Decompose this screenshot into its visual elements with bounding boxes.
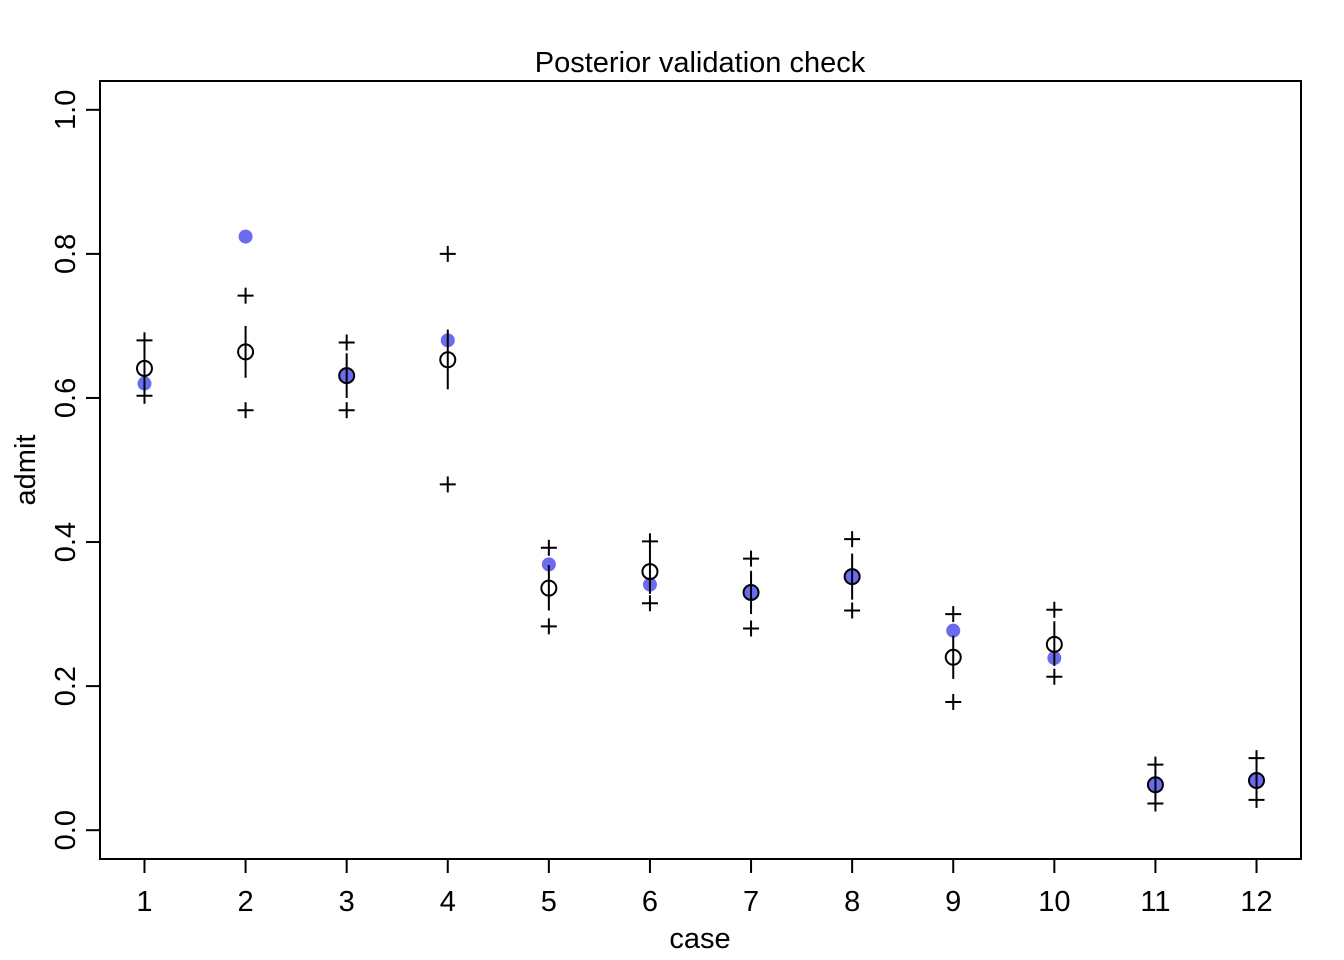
data-marks [135, 229, 1266, 812]
posterior-mean-point [944, 648, 962, 666]
prediction-lower-plus [945, 693, 962, 710]
x-tick-label: 7 [743, 886, 759, 918]
prediction-lower-plus [237, 402, 254, 419]
y-tick-label: 0.6 [50, 378, 82, 418]
prediction-upper-plus [540, 539, 557, 556]
prediction-upper-plus [237, 287, 254, 304]
x-tick-label: 6 [642, 886, 658, 918]
y-tick-label: 0.0 [50, 810, 82, 850]
x-tick-label: 9 [945, 886, 961, 918]
x-tick-label: 8 [844, 886, 860, 918]
posterior-mean-point [641, 563, 659, 581]
posterior-mean-point [1248, 771, 1266, 789]
posterior-mean-point [843, 568, 861, 586]
observed-point [238, 229, 253, 244]
y-tick-label: 0.8 [50, 234, 82, 274]
prediction-upper-plus [1147, 756, 1164, 773]
prediction-lower-plus [540, 618, 557, 635]
prediction-upper-plus [641, 533, 658, 550]
prediction-upper-plus [1248, 750, 1265, 767]
x-tick-label: 2 [238, 886, 254, 918]
posterior-mean-point [540, 579, 558, 597]
prediction-lower-plus [1248, 791, 1265, 808]
y-axis: 0.0 0.2 0.4 0.6 0.8 1.0 [50, 90, 101, 850]
prediction-lower-plus [1147, 795, 1164, 812]
prediction-upper-plus [439, 245, 456, 262]
posterior-mean-point [237, 343, 255, 361]
y-tick-label: 1.0 [50, 90, 82, 130]
x-tick-label: 12 [1240, 886, 1272, 918]
y-tick-label: 0.2 [50, 666, 82, 706]
prediction-lower-plus [439, 476, 456, 493]
prediction-lower-plus [136, 387, 153, 404]
prediction-upper-plus [945, 606, 962, 623]
x-axis: 1 2 3 4 5 6 7 8 9 10 11 12 [136, 858, 1273, 918]
prediction-upper-plus [743, 550, 760, 567]
plot-frame [99, 80, 1302, 860]
y-tick-label: 0.4 [50, 522, 82, 562]
posterior-mean-point [135, 359, 153, 377]
x-tick-label: 10 [1038, 886, 1070, 918]
posterior-mean-point [1146, 776, 1164, 794]
posterior-mean-point [338, 367, 356, 385]
prediction-upper-plus [136, 332, 153, 349]
observed-point [946, 623, 961, 638]
prediction-upper-plus [1046, 601, 1063, 618]
x-tick-label: 4 [440, 886, 456, 918]
x-axis-label: case [669, 923, 730, 955]
prediction-upper-plus [338, 334, 355, 351]
observed-point [541, 557, 556, 572]
prediction-lower-plus [743, 620, 760, 637]
x-tick-label: 5 [541, 886, 557, 918]
x-tick-label: 1 [136, 886, 152, 918]
x-tick-label: 11 [1140, 886, 1170, 918]
posterior-mean-point [1045, 635, 1063, 653]
x-tick-label: 3 [339, 886, 355, 918]
prediction-upper-plus [844, 531, 861, 548]
prediction-lower-plus [1046, 668, 1063, 685]
posterior-mean-point [742, 583, 760, 601]
prediction-lower-plus [641, 595, 658, 612]
prediction-lower-plus [338, 402, 355, 419]
y-axis-label: admit [10, 435, 42, 506]
chart-title: Posterior validation check [535, 47, 866, 79]
prediction-lower-plus [844, 602, 861, 619]
posterior-mean-point [439, 351, 457, 369]
